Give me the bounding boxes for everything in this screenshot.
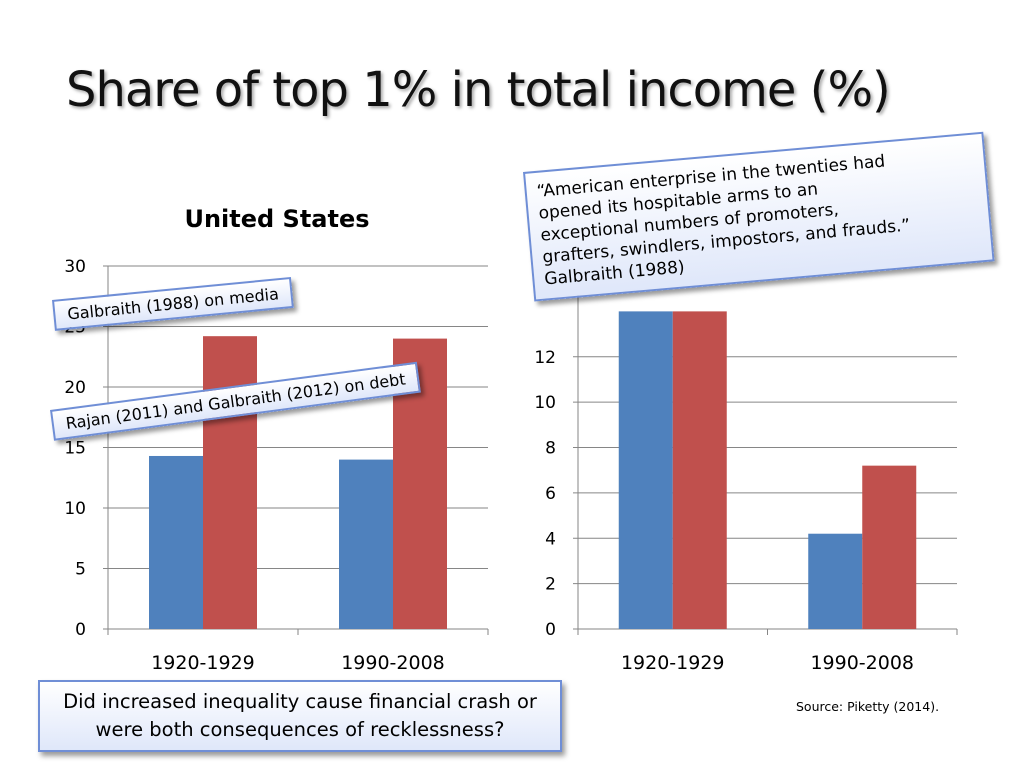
- question-box: Did increased inequality cause financial…: [38, 680, 562, 752]
- y-tick-label: 10: [534, 393, 556, 413]
- y-tick-label: 20: [64, 378, 86, 398]
- x-category-label: 1920-1929: [151, 652, 255, 674]
- y-tick-label: 10: [64, 499, 86, 519]
- bar-series1-1920-1929: [618, 311, 673, 629]
- x-category-label: 1920-1929: [621, 652, 725, 674]
- y-tick-label: 30: [64, 257, 86, 277]
- source-note: Source: Piketty (2014).: [796, 699, 940, 714]
- bar-series2-1920-1929: [672, 311, 727, 629]
- y-tick-label: 0: [75, 620, 86, 640]
- chart-title: United States: [184, 205, 369, 233]
- bar-series2-1990-2008: [862, 465, 917, 629]
- y-tick-label: 0: [545, 620, 556, 640]
- slide-title: Share of top 1% in total income (%): [66, 62, 891, 118]
- bar-series1-1990-2008: [339, 459, 393, 629]
- y-tick-label: 2: [545, 575, 556, 595]
- x-category-label: 1990-2008: [810, 652, 914, 674]
- bar-series1-1920-1929: [149, 455, 203, 629]
- y-tick-label: 6: [545, 484, 556, 504]
- y-tick-label: 5: [75, 560, 86, 580]
- y-tick-label: 12: [534, 348, 556, 368]
- y-tick-label: 8: [545, 439, 556, 459]
- bar-series1-1990-2008: [808, 533, 863, 629]
- x-category-label: 1990-2008: [341, 652, 445, 674]
- y-tick-label: 15: [64, 439, 86, 459]
- y-tick-label: 4: [545, 529, 556, 549]
